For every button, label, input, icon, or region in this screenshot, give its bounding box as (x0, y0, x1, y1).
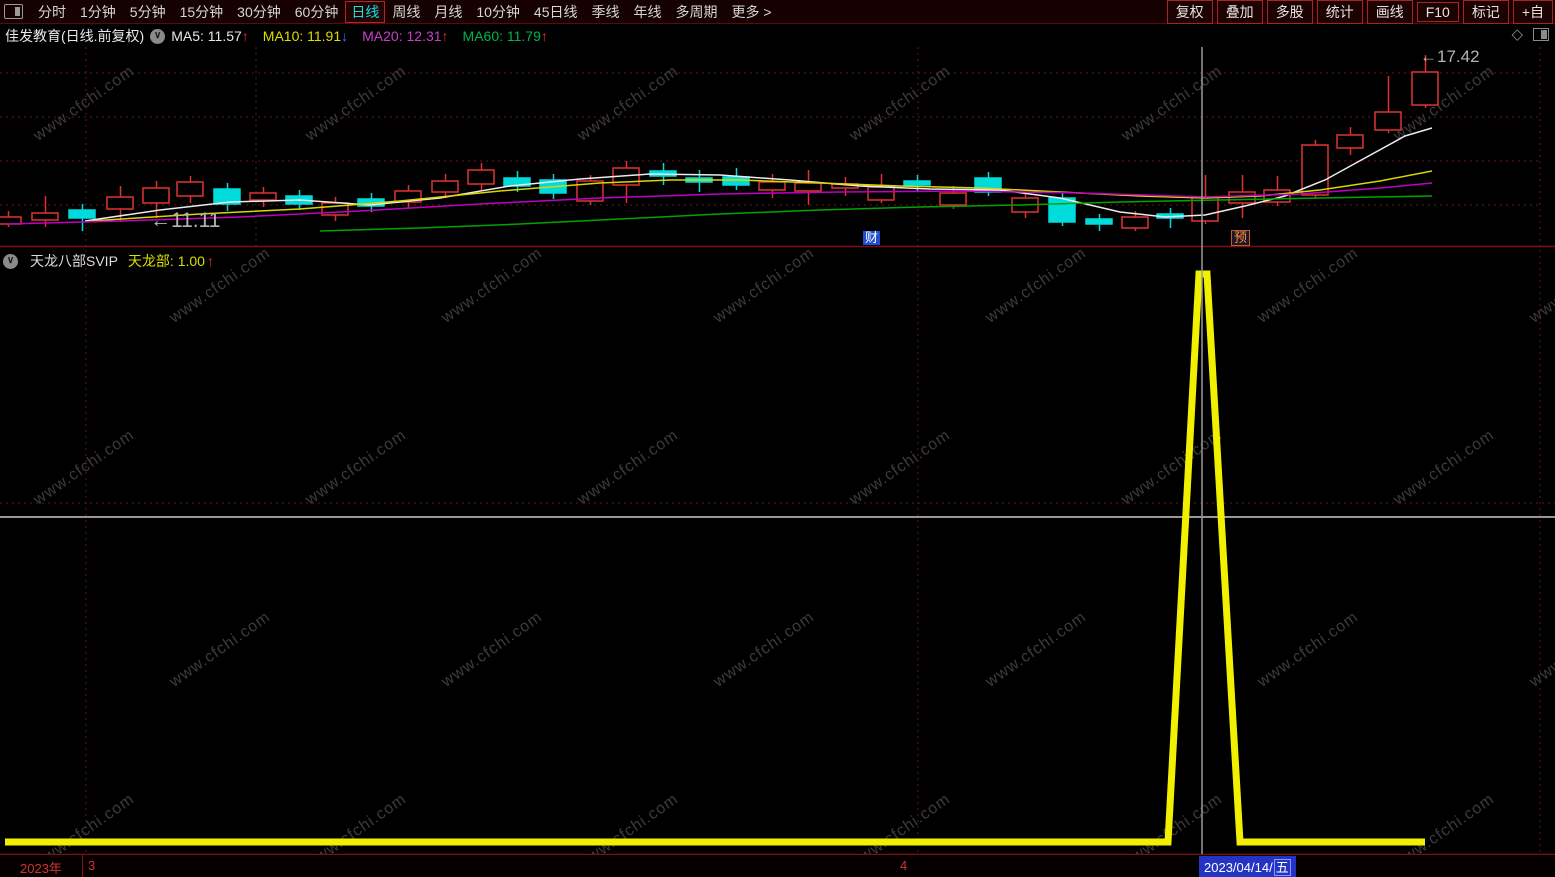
period-tab-11[interactable]: 季线 (591, 3, 620, 20)
indicator-name: 天龙八部SVIP (30, 253, 118, 269)
candle-7[interactable] (249, 187, 277, 207)
candle-37[interactable] (1336, 127, 1364, 155)
ma-arrow-0: ↑ (241, 28, 249, 44)
tool-button-7[interactable]: +自 (1512, 0, 1553, 24)
axis-month-label-1: 4 (900, 858, 908, 873)
ma-value-2: MA20: 12.31↑ (362, 28, 449, 44)
candle-5[interactable] (176, 176, 204, 203)
candle-13[interactable] (467, 163, 495, 190)
candle-11[interactable] (394, 185, 422, 208)
event-marker-financial[interactable]: 财 (863, 230, 881, 245)
period-tab-5[interactable]: 60分钟 (294, 3, 339, 20)
indicator-number: 1.00 (177, 253, 205, 269)
candle-6[interactable] (213, 183, 241, 211)
time-axis-bar: 2023年 2023/04/14/五 3 4 (0, 855, 1555, 877)
tool-button-4[interactable]: 画线 (1366, 0, 1413, 24)
tool-button-group: 复权 叠加 多股 统计 画线 F10 标记 +自 (1163, 0, 1553, 24)
period-tab-9[interactable]: 10分钟 (476, 3, 520, 20)
period-tab-12[interactable]: 年线 (633, 3, 662, 20)
candle-2[interactable] (68, 204, 96, 231)
split-pane-icon[interactable] (1533, 28, 1549, 41)
ma-arrow-1: ↓ (341, 28, 349, 44)
tool-button-6[interactable]: 标记 (1462, 0, 1509, 24)
tool-button-0[interactable]: 复权 (1166, 0, 1213, 24)
crosshair-date-label: 2023/04/14/五 (1199, 856, 1296, 877)
candle-32[interactable] (1156, 208, 1184, 228)
stock-title-bar: 佳发教育(日线.前复权) ∨ MA5: 11.57↑ MA10: 11.91↓ MA… (0, 25, 1555, 47)
collapse-sub-icon[interactable]: ∨ (3, 253, 18, 269)
indicator-up-arrow: ↑ (206, 253, 214, 269)
period-tab-7[interactable]: 周线 (392, 3, 421, 20)
period-tab-6[interactable]: 日线 (345, 0, 386, 23)
candle-4[interactable] (142, 181, 170, 218)
price-annotation-low: ←11.11 (150, 209, 221, 232)
collapse-main-icon[interactable]: ∨ (150, 28, 166, 44)
axis-month-label-0: 3 (88, 858, 96, 873)
period-tab-10[interactable]: 45日线 (533, 3, 578, 20)
ma-arrow-2: ↑ (441, 28, 449, 44)
ma-line-ma20 (7, 182, 1433, 225)
ma-line-ma60 (319, 195, 1433, 232)
candle-9[interactable] (321, 197, 349, 221)
period-tab-4[interactable]: 30分钟 (237, 3, 281, 20)
ma-value-3: MA60: 11.79↑ (462, 28, 548, 44)
crosshair-weekday: 五 (1273, 859, 1291, 876)
period-toolbar: 分时 1分钟 5分钟 15分钟 30分钟 60分钟 日线 周线 月线 10分钟 45日线 季线 年线 多周… (0, 0, 1555, 24)
candle-1[interactable] (31, 196, 59, 227)
ma-value-group: MA5: 11.57↑ MA10: 11.91↓ MA20: 12.31↑ MA60:… (171, 28, 562, 44)
crosshair-date-text: 2023/04/14/ (1204, 860, 1273, 875)
candle-27[interactable] (974, 172, 1002, 196)
period-tab-group: 分时 1分钟 5分钟 15分钟 30分钟 60分钟 日线 周线 月线 10分钟 45日线 季线 年线 多周… (31, 0, 779, 23)
window-icon[interactable] (4, 4, 23, 19)
signal-line (5, 270, 1425, 846)
period-tab-1[interactable]: 1分钟 (80, 3, 116, 20)
candle-39[interactable] (1411, 55, 1439, 108)
candle-23[interactable] (831, 177, 859, 196)
period-tab-2[interactable]: 5分钟 (129, 3, 166, 20)
title-bar-icons: ◇ (1511, 27, 1549, 42)
candle-30[interactable] (1085, 214, 1113, 231)
candle-16[interactable] (576, 175, 604, 205)
stock-title: 佳发教育(日线.前复权) (5, 28, 145, 44)
period-tab-0[interactable]: 分时 (38, 3, 66, 20)
candle-38[interactable] (1374, 76, 1402, 133)
indicator-value: 天龙部: 1.00 (128, 251, 205, 271)
price-annotation-high: ←17.42 (1420, 47, 1480, 66)
candle-12[interactable] (431, 174, 459, 198)
ma-arrow-3: ↑ (540, 28, 548, 44)
period-tab-8[interactable]: 月线 (434, 3, 463, 20)
tool-button-3[interactable]: 统计 (1316, 0, 1363, 24)
axis-year-separator (82, 855, 83, 877)
tool-button-2[interactable]: 多股 (1266, 0, 1313, 24)
ma-value-1: MA10: 11.91↓ (262, 28, 349, 44)
candle-19[interactable] (685, 170, 713, 192)
candle-35[interactable] (1263, 176, 1291, 206)
period-tab-14[interactable]: 更多 > (731, 3, 772, 20)
indicator-title-bar: ∨ 天龙八部SVIP 天龙部: 1.00 ↑ (3, 251, 214, 271)
candle-20[interactable] (722, 168, 750, 190)
event-marker-forecast[interactable]: 预 (1231, 230, 1251, 246)
ma-line-ma5 (84, 127, 1433, 222)
period-tab-3[interactable]: 15分钟 (179, 3, 224, 20)
period-tab-13[interactable]: 多周期 (675, 3, 718, 20)
diamond-icon[interactable]: ◇ (1511, 26, 1523, 43)
tool-button-1[interactable]: 叠加 (1216, 0, 1263, 24)
candle-24[interactable] (867, 174, 895, 203)
tool-button-5[interactable]: F10 (1416, 1, 1459, 22)
indicator-label: 天龙部: (127, 253, 178, 269)
candle-22[interactable] (794, 170, 822, 205)
axis-year-label: 2023年 (20, 861, 62, 876)
ma-value-0: MA5: 11.57↑ (171, 28, 249, 44)
